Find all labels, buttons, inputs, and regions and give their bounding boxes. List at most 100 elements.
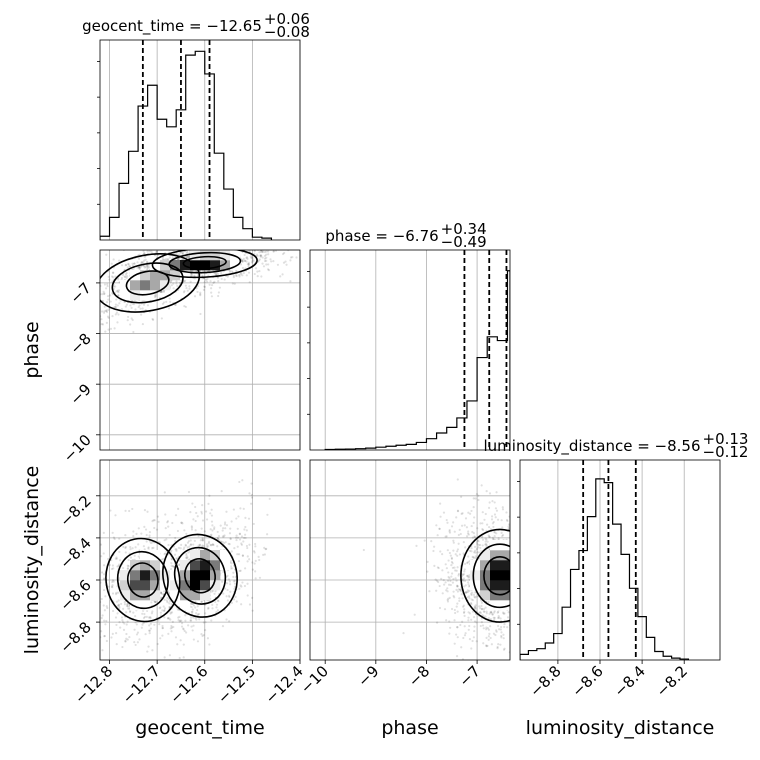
scatter-point bbox=[507, 527, 510, 530]
scatter-point bbox=[433, 545, 436, 548]
scatter-point bbox=[190, 543, 193, 546]
density-cell bbox=[180, 270, 191, 281]
scatter-point bbox=[500, 531, 503, 534]
scatter-point bbox=[204, 629, 207, 632]
scatter-point bbox=[137, 305, 140, 309]
contour-line bbox=[126, 562, 159, 598]
scatter-point bbox=[512, 551, 514, 553]
scatter-point bbox=[133, 262, 136, 265]
scatter-point bbox=[264, 548, 267, 551]
scatter-point bbox=[462, 540, 465, 544]
scatter-point bbox=[493, 610, 496, 613]
scatter-point bbox=[125, 632, 128, 636]
scatter-point bbox=[94, 274, 96, 276]
scatter-point bbox=[236, 545, 239, 548]
scatter-point bbox=[114, 303, 118, 306]
density-cell bbox=[210, 580, 221, 591]
scatter-point bbox=[238, 275, 241, 278]
scatter-point bbox=[516, 647, 518, 649]
scatter-point bbox=[517, 590, 519, 592]
scatter-point bbox=[459, 623, 462, 627]
scatter-point bbox=[505, 518, 509, 522]
scatter-point bbox=[117, 603, 120, 606]
scatter-point bbox=[199, 294, 202, 297]
scatter-point bbox=[452, 541, 455, 544]
scatter-point bbox=[235, 274, 238, 278]
scatter-point bbox=[473, 549, 477, 552]
scatter-point bbox=[66, 301, 68, 303]
scatter-point bbox=[241, 242, 243, 244]
density-cell bbox=[150, 580, 161, 591]
scatter-point bbox=[503, 625, 506, 628]
scatter-point bbox=[142, 303, 146, 306]
scatter-point bbox=[117, 294, 120, 297]
scatter-point bbox=[241, 260, 244, 263]
scatter-point bbox=[499, 643, 502, 646]
scatter-point bbox=[107, 308, 110, 312]
scatter-point bbox=[515, 587, 517, 589]
scatter-point bbox=[189, 543, 192, 546]
scatter-point bbox=[170, 603, 173, 606]
scatter-point bbox=[487, 635, 490, 638]
scatter-point bbox=[45, 306, 47, 308]
scatter-point bbox=[115, 290, 118, 293]
scatter-point bbox=[473, 625, 476, 628]
scatter-point bbox=[229, 590, 232, 593]
scatter-point bbox=[115, 556, 118, 559]
scatter-point bbox=[117, 604, 121, 607]
scatter-point bbox=[446, 598, 449, 602]
scatter-point bbox=[89, 600, 91, 602]
scatter-point bbox=[217, 600, 220, 603]
density-cell bbox=[140, 590, 151, 601]
scatter-point bbox=[444, 535, 447, 538]
scatter-point bbox=[170, 562, 173, 565]
scatter-point bbox=[229, 537, 232, 541]
density-cell bbox=[160, 260, 171, 271]
scatter-point bbox=[227, 594, 231, 597]
scatter-point bbox=[100, 310, 104, 313]
scatter-point bbox=[244, 259, 247, 263]
scatter-point bbox=[114, 593, 118, 596]
scatter-point bbox=[96, 657, 98, 659]
scatter-point bbox=[515, 569, 517, 571]
scatter-point bbox=[512, 608, 514, 610]
scatter-point bbox=[439, 515, 442, 518]
scatter-point bbox=[248, 603, 252, 606]
scatter-point bbox=[96, 638, 98, 640]
scatter-point bbox=[125, 303, 129, 306]
scatter-point bbox=[228, 580, 232, 583]
density-cell bbox=[140, 280, 151, 291]
scatter-point bbox=[196, 640, 200, 643]
scatter-point bbox=[435, 524, 438, 527]
scatter-point bbox=[514, 512, 516, 514]
x-tick-label: −8.8 bbox=[526, 662, 564, 700]
scatter-point bbox=[272, 250, 275, 253]
scatter-point bbox=[150, 250, 153, 253]
scatter-point bbox=[517, 611, 519, 613]
scatter-point bbox=[470, 618, 473, 621]
scatter-point bbox=[492, 616, 495, 619]
scatter-point bbox=[167, 616, 170, 620]
scatter-point bbox=[175, 557, 178, 560]
scatter-point bbox=[102, 564, 106, 567]
scatter-point bbox=[190, 274, 194, 277]
scatter-point bbox=[245, 529, 248, 532]
scatter-point bbox=[486, 540, 489, 543]
scatter-point bbox=[111, 592, 115, 595]
y-axis-label: phase bbox=[21, 321, 43, 378]
scatter-point bbox=[229, 565, 233, 568]
scatter-point bbox=[493, 513, 497, 516]
scatter-point bbox=[185, 631, 188, 634]
scatter-point bbox=[197, 544, 200, 547]
density-cell bbox=[160, 560, 171, 571]
scatter-point bbox=[65, 310, 67, 312]
scatter-point bbox=[117, 291, 120, 294]
scatter-point bbox=[229, 583, 232, 586]
scatter-point bbox=[223, 587, 227, 590]
scatter-point bbox=[114, 305, 118, 309]
scatter-point bbox=[67, 301, 69, 303]
density-cell bbox=[150, 260, 161, 271]
scatter-point bbox=[228, 532, 232, 535]
density-cell bbox=[130, 600, 141, 611]
scatter-point bbox=[94, 274, 96, 276]
